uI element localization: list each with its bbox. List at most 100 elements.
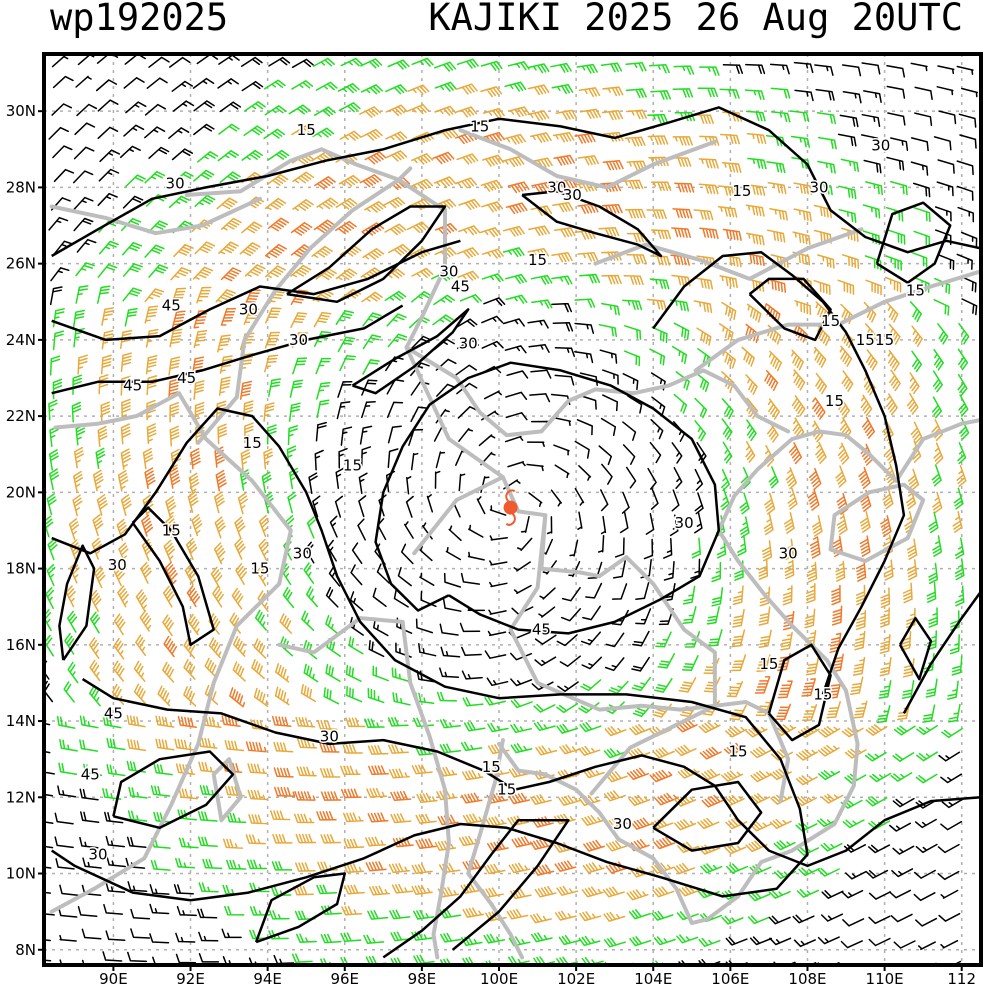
wind-barb (813, 346, 827, 368)
wind-barb (220, 217, 242, 231)
wind-barb (264, 197, 287, 211)
wind-barb (673, 862, 696, 875)
wind-barb (745, 110, 766, 122)
wind-barb (392, 692, 411, 706)
wind-barb (48, 216, 69, 231)
isotach-contour (112, 750, 235, 830)
wind-barb (948, 703, 961, 723)
wind-barb (171, 310, 186, 329)
wind-barb (212, 585, 224, 608)
wind-barb (316, 197, 339, 210)
wind-barb (376, 563, 390, 584)
wind-barb (721, 418, 733, 440)
wind-barb (185, 538, 198, 561)
wind-barb (559, 744, 582, 755)
wind-barb (64, 632, 75, 655)
wind-barb (723, 742, 747, 756)
wind-barb (703, 676, 721, 693)
wind-barb (502, 225, 525, 237)
wind-barb (445, 547, 462, 561)
wind-barb (135, 589, 148, 612)
wind-barb (605, 771, 628, 783)
wind-barb (598, 445, 613, 466)
wind-barb (367, 812, 389, 823)
wind-barb (183, 658, 196, 680)
wind-barb (769, 207, 788, 221)
wind-barb (625, 62, 647, 72)
wind-barb (44, 771, 55, 775)
wind-barb (362, 248, 385, 260)
wind-barb (553, 841, 576, 853)
wind-barb (388, 243, 411, 256)
wind-barb (190, 448, 201, 470)
wind-barb (411, 153, 434, 165)
wind-barb (72, 309, 86, 329)
wind-barb (101, 330, 114, 350)
wind-barb (652, 703, 672, 718)
wind-barb (598, 226, 620, 237)
wind-barb (602, 160, 624, 171)
storm-arm-north (505, 489, 516, 503)
wind-barb (913, 230, 931, 247)
contour-label: 15 (856, 331, 875, 349)
wind-barb (183, 686, 197, 707)
wind-barb (574, 487, 585, 506)
wind-barb (839, 345, 853, 367)
wind-barb (807, 488, 820, 511)
wind-barb (868, 820, 891, 830)
wind-barb (529, 393, 551, 403)
coastline (211, 757, 243, 823)
wind-barb (676, 934, 699, 944)
contour-label: 15 (875, 331, 894, 349)
wind-barb (694, 397, 708, 419)
wind-barb (312, 57, 335, 67)
wind-barb (954, 585, 965, 607)
wind-barb (194, 241, 216, 255)
wind-barb (294, 910, 316, 921)
wind-barb (388, 768, 410, 779)
wind-barb (455, 449, 467, 466)
wind-barb (653, 936, 676, 946)
axis-ticks: 90E 92E 94E 96E 98E 100E 102E 104E 106E 108E 110E 1… (6, 102, 976, 988)
wind-barb (439, 718, 461, 729)
wind-barb (829, 632, 842, 654)
wind-barb (289, 379, 304, 398)
contour-label: 30 (810, 178, 829, 196)
wind-barb (767, 398, 780, 420)
wind-barb (146, 423, 157, 445)
wind-barb (220, 267, 242, 282)
wind-barb (745, 840, 768, 853)
wind-barb (145, 328, 159, 348)
wind-barb (168, 378, 180, 400)
wind-barb (699, 746, 722, 760)
wind-barb (232, 636, 246, 657)
wind-barb (279, 613, 293, 634)
wind-barb (263, 128, 286, 140)
isotach-contour (521, 189, 663, 258)
wind-barb (719, 275, 738, 289)
wind-barb (47, 538, 58, 561)
wind-barb (553, 417, 572, 426)
wind-barb (198, 882, 219, 893)
wind-barb (263, 491, 274, 514)
wind-barb (123, 124, 145, 137)
wind-barb (234, 516, 246, 539)
wind-barb (505, 202, 528, 215)
lon-tick-label: 106E (711, 970, 749, 988)
wind-barb (126, 714, 146, 728)
wind-barb (886, 301, 899, 323)
wind-barb (251, 659, 265, 680)
wind-barb (808, 467, 822, 490)
wind-barb (815, 441, 827, 464)
wind-barb (390, 790, 412, 802)
wind-barb (222, 838, 244, 849)
wind-barb (337, 83, 360, 94)
wind-barb (943, 960, 962, 965)
wind-barb (169, 425, 180, 447)
wind-barb (462, 907, 485, 918)
wind-barb (197, 836, 218, 847)
wind-barb (671, 489, 680, 512)
wind-barb (816, 111, 837, 125)
wind-barb (46, 563, 56, 587)
wind-barb (338, 447, 348, 469)
